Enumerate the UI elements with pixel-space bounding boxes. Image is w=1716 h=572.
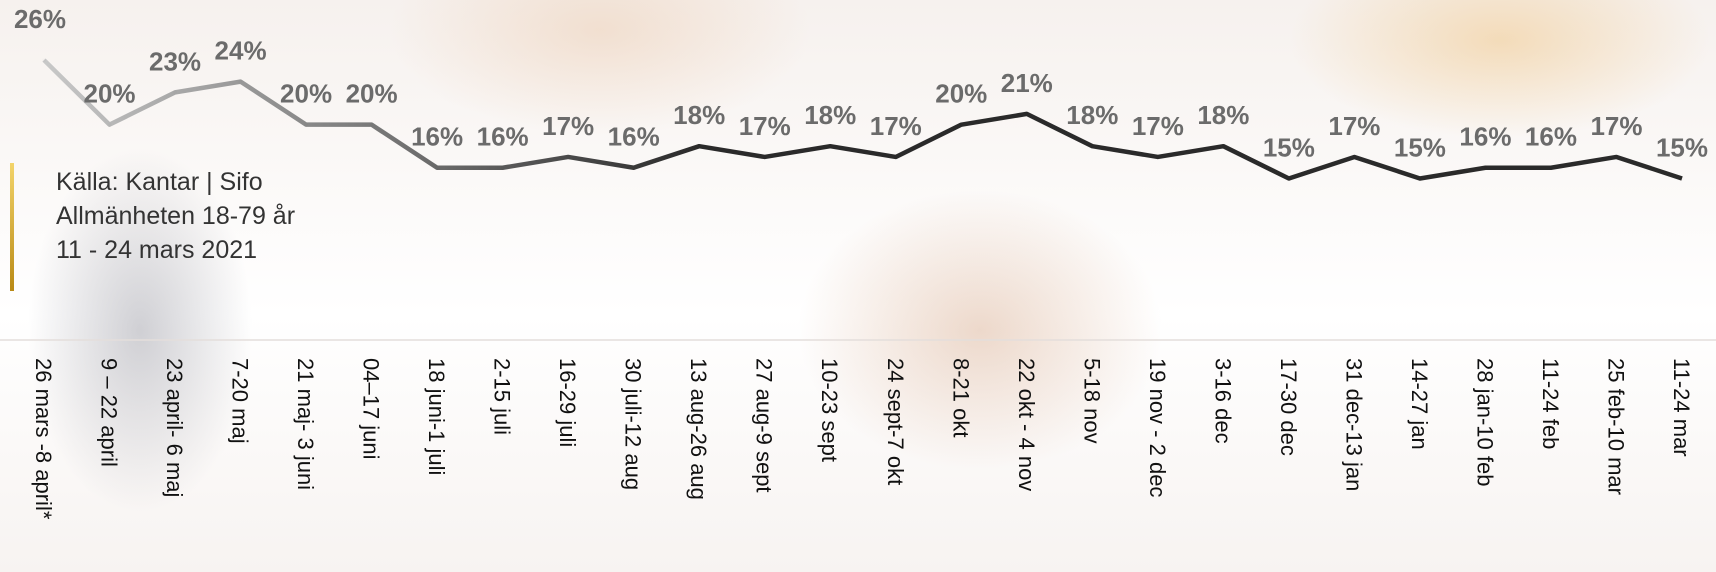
- data-label: 18%: [673, 100, 725, 130]
- point: [370, 123, 374, 127]
- chart: Källa: Kantar | Sifo Allmänheten 18-79 år…: [0, 0, 1716, 572]
- point: [1483, 166, 1487, 170]
- data-label: 21%: [1001, 68, 1053, 98]
- x-tick-label: 21 maj- 3 juni: [293, 358, 318, 490]
- point: [1614, 155, 1618, 159]
- x-tick-label: 26 mars -8 april*: [31, 358, 56, 520]
- source-note: Allmänheten 18-79 år: [56, 202, 295, 230]
- point: [1090, 144, 1094, 148]
- x-tick-label: 30 juli-12 aug: [621, 358, 646, 490]
- data-label: 15%: [1394, 133, 1446, 163]
- source-note: Källa: Kantar | Sifo: [56, 168, 263, 196]
- point: [632, 166, 636, 170]
- x-tick-label: 19 nov - 2 dec: [1145, 358, 1170, 497]
- point: [697, 144, 701, 148]
- x-tick-label: 11-24 mar: [1669, 358, 1694, 457]
- x-tick-label: 9 – 22 april: [97, 358, 122, 467]
- data-label: 15%: [1263, 133, 1315, 163]
- data-label: 26%: [14, 4, 66, 34]
- data-label: 23%: [149, 46, 201, 76]
- x-tick-label: 2-15 juli: [490, 358, 515, 435]
- data-label: 16%: [1459, 122, 1511, 152]
- page: Källa: Kantar | Sifo Allmänheten 18-79 år…: [0, 0, 1716, 572]
- data-label: 20%: [935, 79, 987, 109]
- point: [304, 123, 308, 127]
- data-label: 17%: [870, 111, 922, 141]
- data-label: 16%: [1525, 122, 1577, 152]
- x-tick-label: 04–17 juni: [359, 358, 384, 460]
- data-label: 17%: [1132, 111, 1184, 141]
- source-accent: [10, 163, 14, 291]
- point: [1156, 155, 1160, 159]
- data-label: 15%: [1656, 133, 1708, 163]
- point: [566, 155, 570, 159]
- x-tick-label: 23 april- 6 maj: [162, 358, 187, 497]
- point: [239, 80, 243, 84]
- point: [173, 90, 177, 94]
- data-label: 20%: [280, 79, 332, 109]
- point: [42, 58, 46, 62]
- data-label: 18%: [1066, 100, 1118, 130]
- x-tick-label: 31 dec-13 jan: [1341, 358, 1366, 491]
- data-label: 17%: [739, 111, 791, 141]
- data-label: 20%: [83, 79, 135, 109]
- point: [1352, 155, 1356, 159]
- x-tick-label: 25 feb-10 mar: [1603, 358, 1628, 495]
- point: [108, 123, 112, 127]
- data-label: 18%: [1197, 100, 1249, 130]
- data-label: 16%: [608, 122, 660, 152]
- data-label: 18%: [804, 100, 856, 130]
- data-label: 16%: [477, 122, 529, 152]
- data-label: 24%: [215, 36, 267, 66]
- point: [1418, 177, 1422, 181]
- point: [894, 155, 898, 159]
- x-tick-label: 28 jan-10 feb: [1472, 358, 1497, 486]
- point: [1680, 177, 1684, 181]
- data-label: 17%: [1328, 111, 1380, 141]
- x-tick-label: 10-23 sept: [817, 358, 842, 462]
- point: [435, 166, 439, 170]
- x-tick-label: 3-16 dec: [1210, 358, 1235, 444]
- x-tick-label: 27 aug-9 sept: [752, 358, 777, 493]
- data-label: 20%: [346, 79, 398, 109]
- x-tick-label: 11-24 feb: [1538, 358, 1563, 449]
- x-tick-label: 13 aug-26 aug: [686, 358, 711, 500]
- x-tick-label: 22 okt - 4 nov: [1014, 358, 1039, 491]
- x-tick-label: 7-20 maj: [228, 358, 253, 444]
- x-tick-label: 8-21 okt: [948, 358, 973, 438]
- point: [959, 123, 963, 127]
- x-tick-label: 18 juni-1 juli: [424, 358, 449, 475]
- data-label: 17%: [1590, 111, 1642, 141]
- x-tick-label: 5-18 nov: [1079, 358, 1104, 444]
- source-note: 11 - 24 mars 2021: [56, 236, 257, 264]
- point: [1549, 166, 1553, 170]
- point: [501, 166, 505, 170]
- point: [1025, 112, 1029, 116]
- point: [828, 144, 832, 148]
- x-tick-label: 16-29 juli: [555, 358, 580, 447]
- point: [1287, 177, 1291, 181]
- point: [763, 155, 767, 159]
- x-tick-label: 14-27 jan: [1407, 358, 1432, 450]
- x-tick-label: 24 sept-7 okt: [883, 358, 908, 485]
- data-label: 17%: [542, 111, 594, 141]
- x-tick-label: 17-30 dec: [1276, 358, 1301, 456]
- data-label: 16%: [411, 122, 463, 152]
- point: [1221, 144, 1225, 148]
